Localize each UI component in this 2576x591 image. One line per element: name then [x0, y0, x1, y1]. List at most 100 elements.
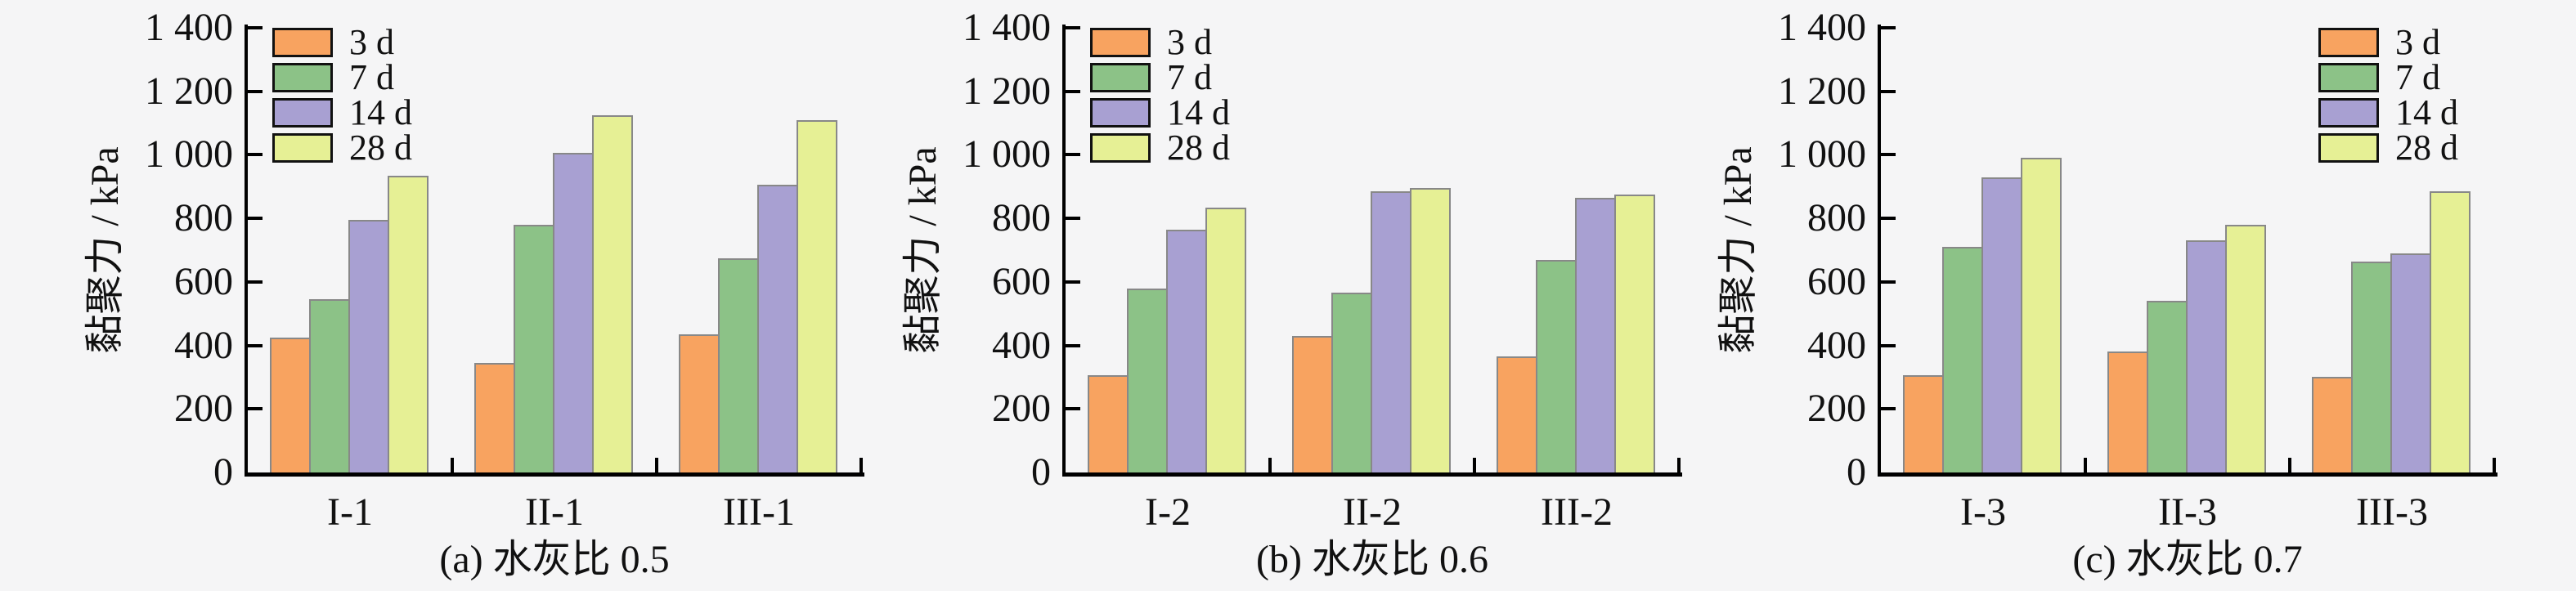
legend-swatch-7d: [272, 62, 333, 92]
x-tick: [2288, 458, 2291, 472]
legend-item: 3 d: [1090, 25, 1230, 60]
panel-caption: (c) 水灰比 0.7: [2072, 538, 2303, 581]
legend-swatch-14d: [272, 97, 333, 128]
x-axis-line: [1878, 472, 2497, 477]
x-category-label: III-1: [723, 490, 795, 534]
y-tick-label: 1 000: [145, 132, 233, 177]
y-tick-label: 400: [992, 323, 1051, 367]
legend-item: 14 d: [1090, 92, 1230, 132]
y-tick-label: 800: [992, 196, 1051, 240]
y-tick: [1881, 343, 1896, 347]
y-tick-label: 1 000: [1778, 132, 1866, 177]
y-tick: [248, 89, 263, 93]
bar-I-3-7d: [1942, 247, 1983, 472]
bar-I-2-14d: [1166, 230, 1207, 472]
bar-III-3-14d: [2390, 253, 2431, 472]
bar-II-3-7d: [2147, 301, 2188, 472]
y-tick: [1066, 89, 1080, 93]
bar-II-1-14d: [553, 153, 594, 472]
y-tick: [1066, 280, 1080, 284]
legend-item: 14 d: [2318, 95, 2458, 131]
y-axis-title: 黏聚力 / kPa: [1717, 146, 1760, 354]
y-axis-line: [1062, 25, 1066, 476]
y-tick: [248, 343, 263, 347]
bar-I-1-7d: [309, 299, 350, 472]
y-tick: [248, 280, 263, 284]
bar-I-2-7d: [1127, 289, 1168, 472]
legend-swatch-7d: [2318, 62, 2379, 92]
y-tick: [1881, 26, 1896, 29]
x-tick: [2493, 458, 2496, 472]
legend-item: 7 d: [1090, 57, 1230, 97]
bar-II-1-3d: [474, 363, 515, 472]
y-tick: [248, 217, 263, 221]
y-tick-label: 400: [174, 323, 233, 367]
legend-label: 28 d: [1167, 128, 1230, 168]
y-tick-label: 200: [174, 387, 233, 431]
legend-item: 28 d: [2318, 128, 2458, 168]
y-axis-title: 黏聚力 / kPa: [901, 146, 945, 354]
legend-swatch-14d: [1090, 97, 1151, 128]
x-axis-line: [245, 472, 864, 477]
legend-label: 7 d: [1167, 57, 1212, 97]
bar-III-2-28d: [1614, 195, 1655, 472]
legend-swatch-28d: [272, 132, 333, 163]
x-category-label: III-3: [2356, 490, 2428, 534]
x-category-label: I-3: [1960, 490, 2006, 534]
x-category-label: I-2: [1145, 490, 1191, 534]
legend-label: 3 d: [1167, 22, 1212, 62]
y-tick-label: 600: [174, 259, 233, 303]
x-tick: [1677, 458, 1681, 472]
bar-II-2-28d: [1410, 188, 1451, 472]
x-tick: [859, 458, 863, 472]
y-tick-label: 400: [1807, 323, 1866, 367]
bar-III-2-14d: [1575, 198, 1616, 472]
legend-label: 7 d: [2395, 57, 2440, 97]
bar-II-1-28d: [592, 115, 633, 472]
x-tick: [655, 458, 658, 472]
bar-I-3-28d: [2021, 158, 2062, 472]
legend-label: 14 d: [349, 92, 412, 132]
legend-swatch-3d: [1090, 27, 1151, 57]
y-tick-label: 0: [1847, 450, 1866, 494]
panel-caption: (b) 水灰比 0.6: [1256, 538, 1488, 581]
y-tick-label: 1 400: [1778, 6, 1866, 49]
legend-item: 28 d: [1090, 128, 1230, 168]
y-tick: [1066, 153, 1080, 157]
bar-II-1-7d: [514, 225, 554, 472]
bar-I-2-3d: [1088, 375, 1129, 472]
x-category-label: III-2: [1541, 490, 1613, 534]
y-tick-label: 1 200: [963, 69, 1051, 113]
x-category-label: II-1: [525, 490, 584, 534]
y-axis-line: [245, 25, 248, 476]
bar-III-1-28d: [797, 120, 837, 472]
bar-III-3-7d: [2351, 262, 2392, 472]
bar-I-1-14d: [348, 220, 389, 472]
y-tick-label: 1 200: [145, 69, 233, 113]
bar-I-2-28d: [1205, 208, 1246, 472]
y-tick: [1066, 26, 1080, 29]
chart-panel-a: 黏聚力 / kPa 0 200 400 600 800 1 000 1 200 1 400 I-1…: [0, 0, 864, 591]
y-axis-title: 黏聚力 / kPa: [83, 146, 127, 354]
legend-item: 3 d: [2318, 25, 2458, 60]
x-tick: [451, 458, 454, 472]
x-category-label: II-2: [1343, 490, 1402, 534]
legend-item: 14 d: [272, 92, 412, 132]
y-tick: [1066, 217, 1080, 221]
legend-label: 3 d: [349, 22, 394, 62]
bar-II-2-7d: [1331, 293, 1372, 472]
legend-swatch-28d: [1090, 132, 1151, 163]
legend-label: 28 d: [2395, 128, 2458, 168]
y-tick: [1881, 89, 1896, 93]
y-tick: [1881, 407, 1896, 411]
y-tick-label: 1 400: [963, 6, 1051, 49]
y-tick-label: 600: [1807, 259, 1866, 303]
legend-item: 3 d: [272, 25, 412, 60]
y-tick-label: 200: [992, 387, 1051, 431]
bar-I-1-3d: [270, 338, 311, 472]
legend-label: 14 d: [1167, 92, 1230, 132]
